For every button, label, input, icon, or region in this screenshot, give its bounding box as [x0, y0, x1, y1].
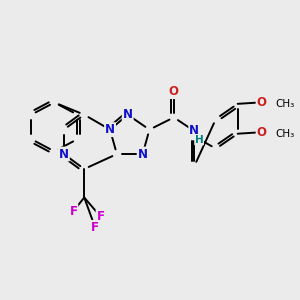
Text: F: F	[91, 221, 99, 234]
Text: N: N	[138, 148, 148, 160]
Text: N: N	[189, 124, 199, 137]
Text: F: F	[97, 210, 104, 223]
Text: O: O	[256, 96, 267, 109]
Text: N: N	[105, 123, 115, 136]
Text: H: H	[195, 135, 203, 145]
Text: N: N	[123, 108, 133, 121]
Text: F: F	[69, 205, 77, 218]
Text: O: O	[169, 85, 179, 98]
Text: N: N	[59, 148, 69, 160]
Text: CH₃: CH₃	[276, 129, 295, 139]
Text: O: O	[256, 126, 267, 139]
Text: CH₃: CH₃	[276, 99, 295, 109]
